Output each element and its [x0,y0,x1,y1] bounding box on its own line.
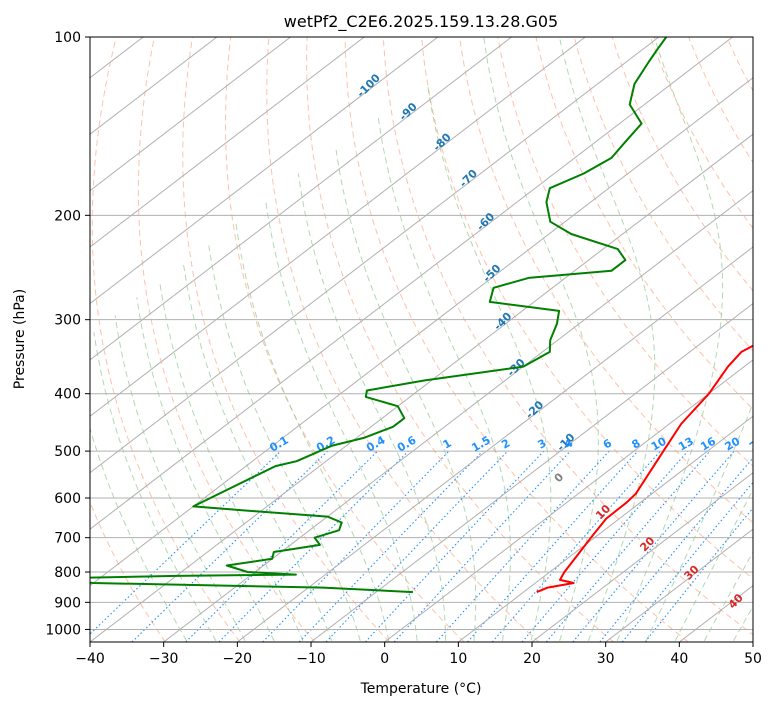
isotherm [458,415,753,642]
dry-adiabat [459,37,753,524]
moist-adiabat [427,83,552,641]
dry-adiabat [535,37,753,410]
y-tick-label: 600 [54,491,81,507]
x-tick-label: −20 [223,651,253,667]
grid-lines [0,37,753,642]
y-tick-label: 700 [54,531,81,547]
plot-frame [89,36,754,643]
moist-adiabat [235,221,390,641]
isotherm [384,359,753,642]
y-tick-label: 100 [54,30,81,46]
mixing-ratio-label: 25 [747,435,767,454]
x-tick-label: −30 [149,651,179,667]
moist-adiabat [136,297,275,641]
isotherm [310,302,753,642]
isotherm [90,37,439,305]
y-tick-label: 500 [54,444,81,460]
x-tick-label: −10 [296,651,326,667]
mixing-ratio-line [325,450,508,642]
dry-adiabats [90,37,775,642]
isotherm [90,37,733,530]
mixing-ratio-line [435,450,610,642]
profile-series [90,37,753,594]
dry-adiabat [650,37,753,230]
isotherm [90,37,586,417]
y-tick-label: 900 [54,595,81,611]
moist-adiabat [616,37,724,641]
moist-adiabat [558,37,656,641]
isotherm [90,37,291,192]
mixing-ratio-lines [90,450,753,642]
temperature-line [536,344,753,594]
dry-adiabat [344,37,689,642]
moist-adiabat [182,262,333,641]
mixing-ratio-line [393,450,571,642]
dry-adiabat [573,37,753,352]
mixing-ratio-line [491,450,661,642]
moist-adiabat [93,332,217,642]
isotherm [90,133,753,642]
y-axis-label: Pressure (hPa) [12,289,28,389]
isotherm [237,246,753,642]
x-tick-label: 40 [670,651,688,667]
plot-area [90,37,753,642]
dry-adiabat [225,37,465,642]
moist-adiabat [645,402,753,642]
dry-adiabat [91,37,241,642]
moist-adiabat [159,282,304,641]
x-tick-label: 50 [744,651,762,667]
mixing-ratio-line [467,450,639,642]
dry-adiabat [497,37,753,467]
y-axis-ticks: 100 200 300 400 500 600 700 800 900 1000 [45,30,90,638]
dry-adiabat [182,37,390,642]
y-tick-label: 200 [54,208,81,224]
dry-adiabat [266,37,540,642]
dry-adiabat [765,37,775,642]
mixing-ratio-line [572,450,735,642]
isotherm [90,37,660,474]
moist-adiabat [377,114,511,641]
isotherm [90,37,365,248]
moist-adiabat [297,173,446,641]
mixing-ratio-label: 30 [768,434,775,453]
moist-adiabat [265,202,418,641]
mixing-ratio-line [218,450,409,642]
isotherm [752,641,753,642]
dry-adiabat [382,37,753,636]
moist-adiabat [90,426,187,642]
x-tick-label: 0 [380,651,389,667]
mixing-ratio-line [185,450,378,642]
chart-title: wetPf2_C2E6.2025.159.13.28.G05 [284,12,558,32]
isotherm [163,189,753,642]
mixing-ratio-line [90,450,282,635]
dry-adiabat [137,37,316,642]
y-tick-label: 1000 [45,622,81,638]
dry-adiabat [421,37,753,580]
mixing-ratio-line [621,481,753,642]
x-tick-label: 10 [449,651,467,667]
x-tick-label: 20 [523,651,541,667]
isotherm [90,37,512,361]
dry-adiabat [306,37,614,642]
mixing-ratio-line [262,450,450,642]
y-tick-label: 400 [54,387,81,403]
y-tick-label: 300 [54,313,81,329]
isotherm [531,472,753,642]
isotherm [605,528,753,642]
mixing-ratio-line [599,457,753,642]
dewpoint-line [90,37,668,594]
mixing-ratio-line [298,450,484,642]
x-tick-label: 30 [597,651,615,667]
isotherm [0,37,70,642]
x-axis-label: Temperature (°C) [360,681,482,697]
isotherm [90,77,753,587]
x-tick-label: −40 [75,651,105,667]
x-axis-ticks: −40 −30 −20 −10 0 10 20 30 40 50 [75,642,762,667]
y-tick-label: 800 [54,565,81,581]
